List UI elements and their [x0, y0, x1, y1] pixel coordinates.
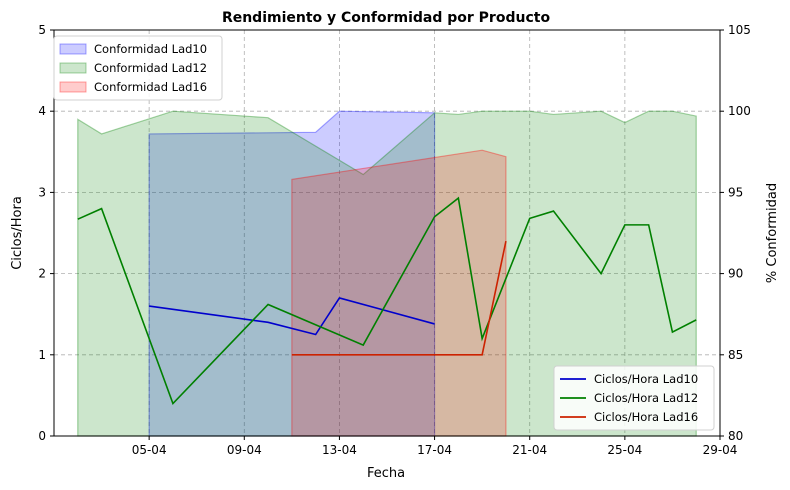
y2-tick-label: 100 [728, 104, 751, 118]
legend-areas: Conformidad Lad10 Conformidad Lad12 Confor… [53, 35, 223, 101]
axis-layer: 05-04 09-04 13-04 17-04 21-04 25-04 29-04 0 1 2 3 4… [38, 23, 751, 457]
y-tick-label: 5 [38, 23, 46, 37]
line-layer [77, 196, 697, 405]
line-series-2 [77, 196, 697, 405]
legend-area-label: Conformidad Lad16 [94, 80, 207, 94]
y2-tick-label: 90 [728, 267, 743, 281]
legend-area-label: Conformidad Lad12 [94, 61, 207, 75]
plot-frame [53, 29, 721, 437]
line-series-1 [149, 297, 435, 336]
x-tick-label: 29-04 [703, 443, 738, 457]
y2-tick-label: 95 [728, 185, 743, 199]
y2-tick-label: 80 [728, 429, 743, 443]
x-tick-label: 25-04 [607, 443, 642, 457]
x-tick-label: 05-04 [132, 443, 167, 457]
y2-tick-label: 85 [728, 348, 743, 362]
legend-areas-box [53, 35, 223, 101]
x-axis-label: Fecha [367, 466, 405, 481]
y-tick-label: 0 [38, 429, 46, 443]
y-tick-label: 4 [38, 104, 46, 118]
y-tick-label: 3 [38, 185, 46, 199]
y-axis-label: Ciclos/Hora [10, 196, 25, 270]
legend-lines-box [553, 365, 715, 431]
y-tick-label: 2 [38, 267, 46, 281]
legend-lines: Ciclos/Hora Lad10 Ciclos/Hora Lad12 Ciclos… [553, 365, 715, 431]
legend-area-label: Conformidad Lad10 [94, 42, 207, 56]
y2-axis-label: % Conformidad [765, 183, 780, 283]
legend-line-label: Ciclos/Hora Lad16 [594, 410, 698, 424]
legend-area-swatch [59, 81, 87, 93]
legend-line-label: Ciclos/Hora Lad12 [594, 391, 698, 405]
legend-area-swatch [59, 43, 87, 55]
x-tick-label: 09-04 [227, 443, 262, 457]
line-series-3 [291, 240, 507, 356]
chart-title: Rendimiento y Conformidad por Producto [222, 10, 551, 26]
legend-area-swatch [59, 62, 87, 74]
area-series-2 [77, 110, 697, 437]
legend-line-label: Ciclos/Hora Lad10 [594, 372, 698, 386]
x-tick-label: 21-04 [512, 443, 547, 457]
y-tick-label: 1 [38, 348, 46, 362]
x-tick-label: 13-04 [322, 443, 357, 457]
x-tick-label: 17-04 [417, 443, 452, 457]
y2-tick-label: 105 [728, 23, 751, 37]
